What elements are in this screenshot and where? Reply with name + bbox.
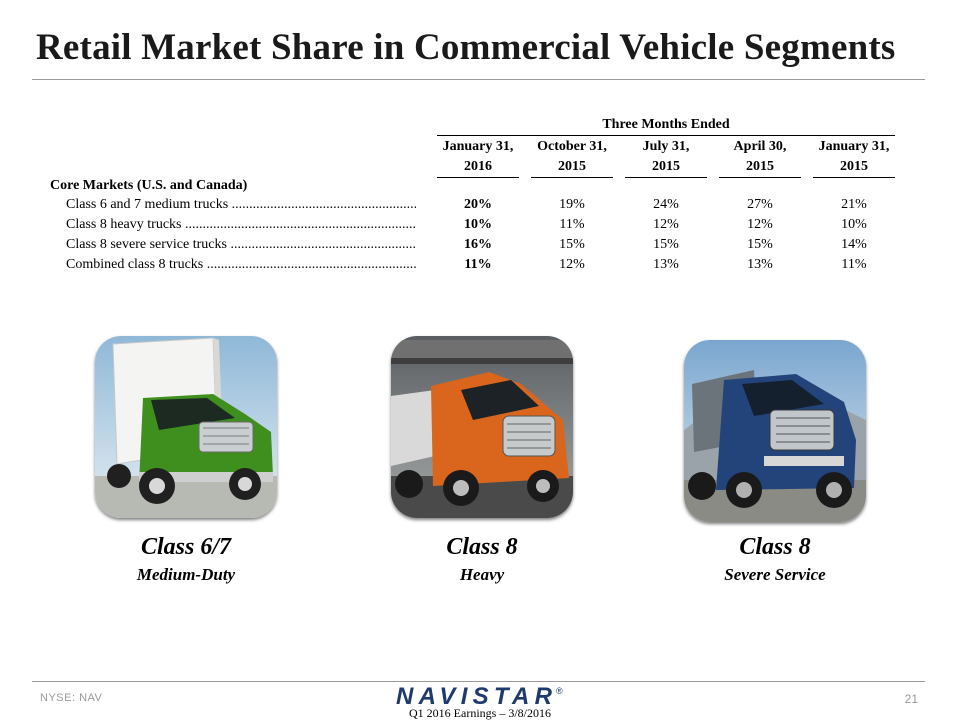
column-header-3: April 30, 2015 xyxy=(719,137,801,178)
table-cell: 14% xyxy=(841,237,867,252)
table-cell: 27% xyxy=(747,197,773,212)
table-cell: 13% xyxy=(747,257,773,272)
column-header-month: October 31, xyxy=(537,139,607,154)
column-header-1: October 31, 2015 xyxy=(531,137,613,178)
column-header-year: 2015 xyxy=(719,157,801,178)
event-label: Q1 2016 Earnings – 3/8/2016 xyxy=(409,706,551,720)
column-header-year: 2016 xyxy=(437,157,519,178)
column-header-0: January 31, 2016 xyxy=(437,137,519,178)
table-row: Class 8 heavy trucks ...................… xyxy=(66,215,896,235)
row-label: Class 8 severe service trucks ..........… xyxy=(66,237,416,252)
table-cell: 11% xyxy=(559,217,585,232)
footer-divider xyxy=(32,681,925,682)
medium-duty-truck-image xyxy=(95,336,277,518)
table-cell: 12% xyxy=(747,217,773,232)
navistar-logo: NAVISTAR ® xyxy=(396,683,563,710)
table-cell: 10% xyxy=(464,217,492,232)
table-row: Class 8 severe service trucks ..........… xyxy=(66,235,896,255)
segment-subtitle: Severe Service xyxy=(724,565,826,584)
table-cell: 12% xyxy=(653,217,679,232)
title-divider xyxy=(32,79,925,80)
table-group-header: Three Months Ended xyxy=(437,117,895,136)
table-cell: 20% xyxy=(464,197,492,212)
table-row: Class 6 and 7 medium trucks ............… xyxy=(66,195,896,215)
segment-subtitle: Medium-Duty xyxy=(136,565,236,584)
page-title: Retail Market Share in Commercial Vehicl… xyxy=(36,27,896,68)
dump-truck-icon xyxy=(684,340,866,522)
segment-title: Class 8 xyxy=(446,534,518,560)
table-cell: 11% xyxy=(841,257,867,272)
heavy-truck-image xyxy=(391,336,573,518)
segment-subtitle: Heavy xyxy=(459,565,505,584)
column-header-month: April 30, xyxy=(733,139,787,154)
page-number: 21 xyxy=(904,692,918,706)
column-header-year: 2015 xyxy=(625,157,707,178)
column-header-month: January 31, xyxy=(442,139,514,154)
table-cell: 15% xyxy=(653,237,679,252)
segment-title: Class 6/7 xyxy=(140,534,232,560)
table-cell: 10% xyxy=(841,217,867,232)
severe-service-truck-image xyxy=(684,340,866,522)
registered-mark: ® xyxy=(556,686,563,696)
table-cell: 21% xyxy=(841,197,867,212)
ticker-symbol: NYSE: NAV xyxy=(40,692,103,704)
row-label: Class 8 heavy trucks ...................… xyxy=(66,217,416,232)
segment-title: Class 8 xyxy=(739,534,811,560)
table-cell: 13% xyxy=(653,257,679,272)
semi-truck-icon xyxy=(391,336,573,518)
table-cell: 15% xyxy=(747,237,773,252)
table-cell: 16% xyxy=(464,237,492,252)
box-truck-icon xyxy=(95,336,277,518)
table-cell: 19% xyxy=(559,197,585,212)
table-row: Combined class 8 trucks ................… xyxy=(66,255,896,275)
column-header-month: January 31, xyxy=(818,139,890,154)
row-label: Class 6 and 7 medium trucks ............… xyxy=(66,197,416,212)
column-header-year: 2015 xyxy=(813,157,895,178)
column-header-2: July 31, 2015 xyxy=(625,137,707,178)
column-header-4: January 31, 2015 xyxy=(813,137,895,178)
table-cell: 12% xyxy=(559,257,585,272)
logo-wordmark: NAVISTAR xyxy=(396,683,553,710)
table-section-label: Core Markets (U.S. and Canada) xyxy=(50,178,248,193)
column-header-month: July 31, xyxy=(642,139,690,154)
table-cell: 24% xyxy=(653,197,679,212)
table-cell: 11% xyxy=(464,257,492,272)
row-label: Combined class 8 trucks ................… xyxy=(66,257,416,272)
column-header-year: 2015 xyxy=(531,157,613,178)
table-cell: 15% xyxy=(559,237,585,252)
